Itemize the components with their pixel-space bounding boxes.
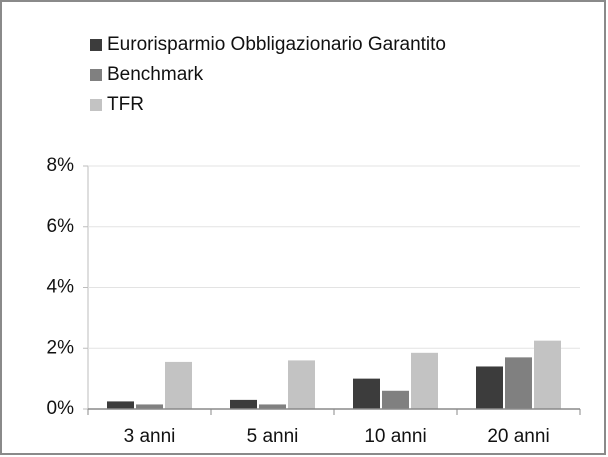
- bar: [353, 378, 380, 409]
- x-tick-label: 20 anni: [487, 426, 549, 447]
- bar: [288, 360, 315, 409]
- bar: [476, 366, 503, 409]
- x-tick-label: 3 anni: [124, 426, 176, 447]
- y-tick-label: 2%: [47, 337, 75, 358]
- bar: [259, 404, 286, 409]
- bar: [534, 340, 561, 409]
- bar: [136, 404, 163, 409]
- legend-swatch: [90, 39, 102, 51]
- legend-label: TFR: [107, 94, 144, 115]
- bar: [165, 361, 192, 409]
- y-tick-label: 6%: [47, 216, 75, 237]
- x-tick-label: 10 anni: [364, 426, 426, 447]
- y-tick-label: 0%: [47, 398, 75, 419]
- bar: [107, 401, 134, 409]
- y-tick-label: 4%: [47, 277, 75, 298]
- y-tick-label: 8%: [47, 155, 75, 176]
- bar: [505, 357, 532, 409]
- x-tick-label: 5 anni: [247, 426, 299, 447]
- legend-swatch: [90, 69, 102, 81]
- legend-swatch: [90, 99, 102, 111]
- legend-label: Eurorisparmio Obbligazionario Garantito: [107, 34, 446, 55]
- legend-label: Benchmark: [107, 64, 204, 85]
- bar: [382, 390, 409, 409]
- bar: [411, 352, 438, 409]
- bar: [230, 399, 257, 409]
